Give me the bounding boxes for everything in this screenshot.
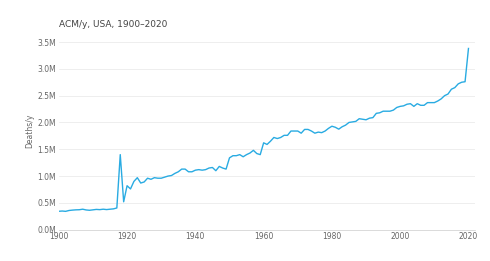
Text: ACM/y, USA, 1900–2020: ACM/y, USA, 1900–2020 xyxy=(59,20,167,29)
Y-axis label: Deaths/y: Deaths/y xyxy=(25,113,34,148)
